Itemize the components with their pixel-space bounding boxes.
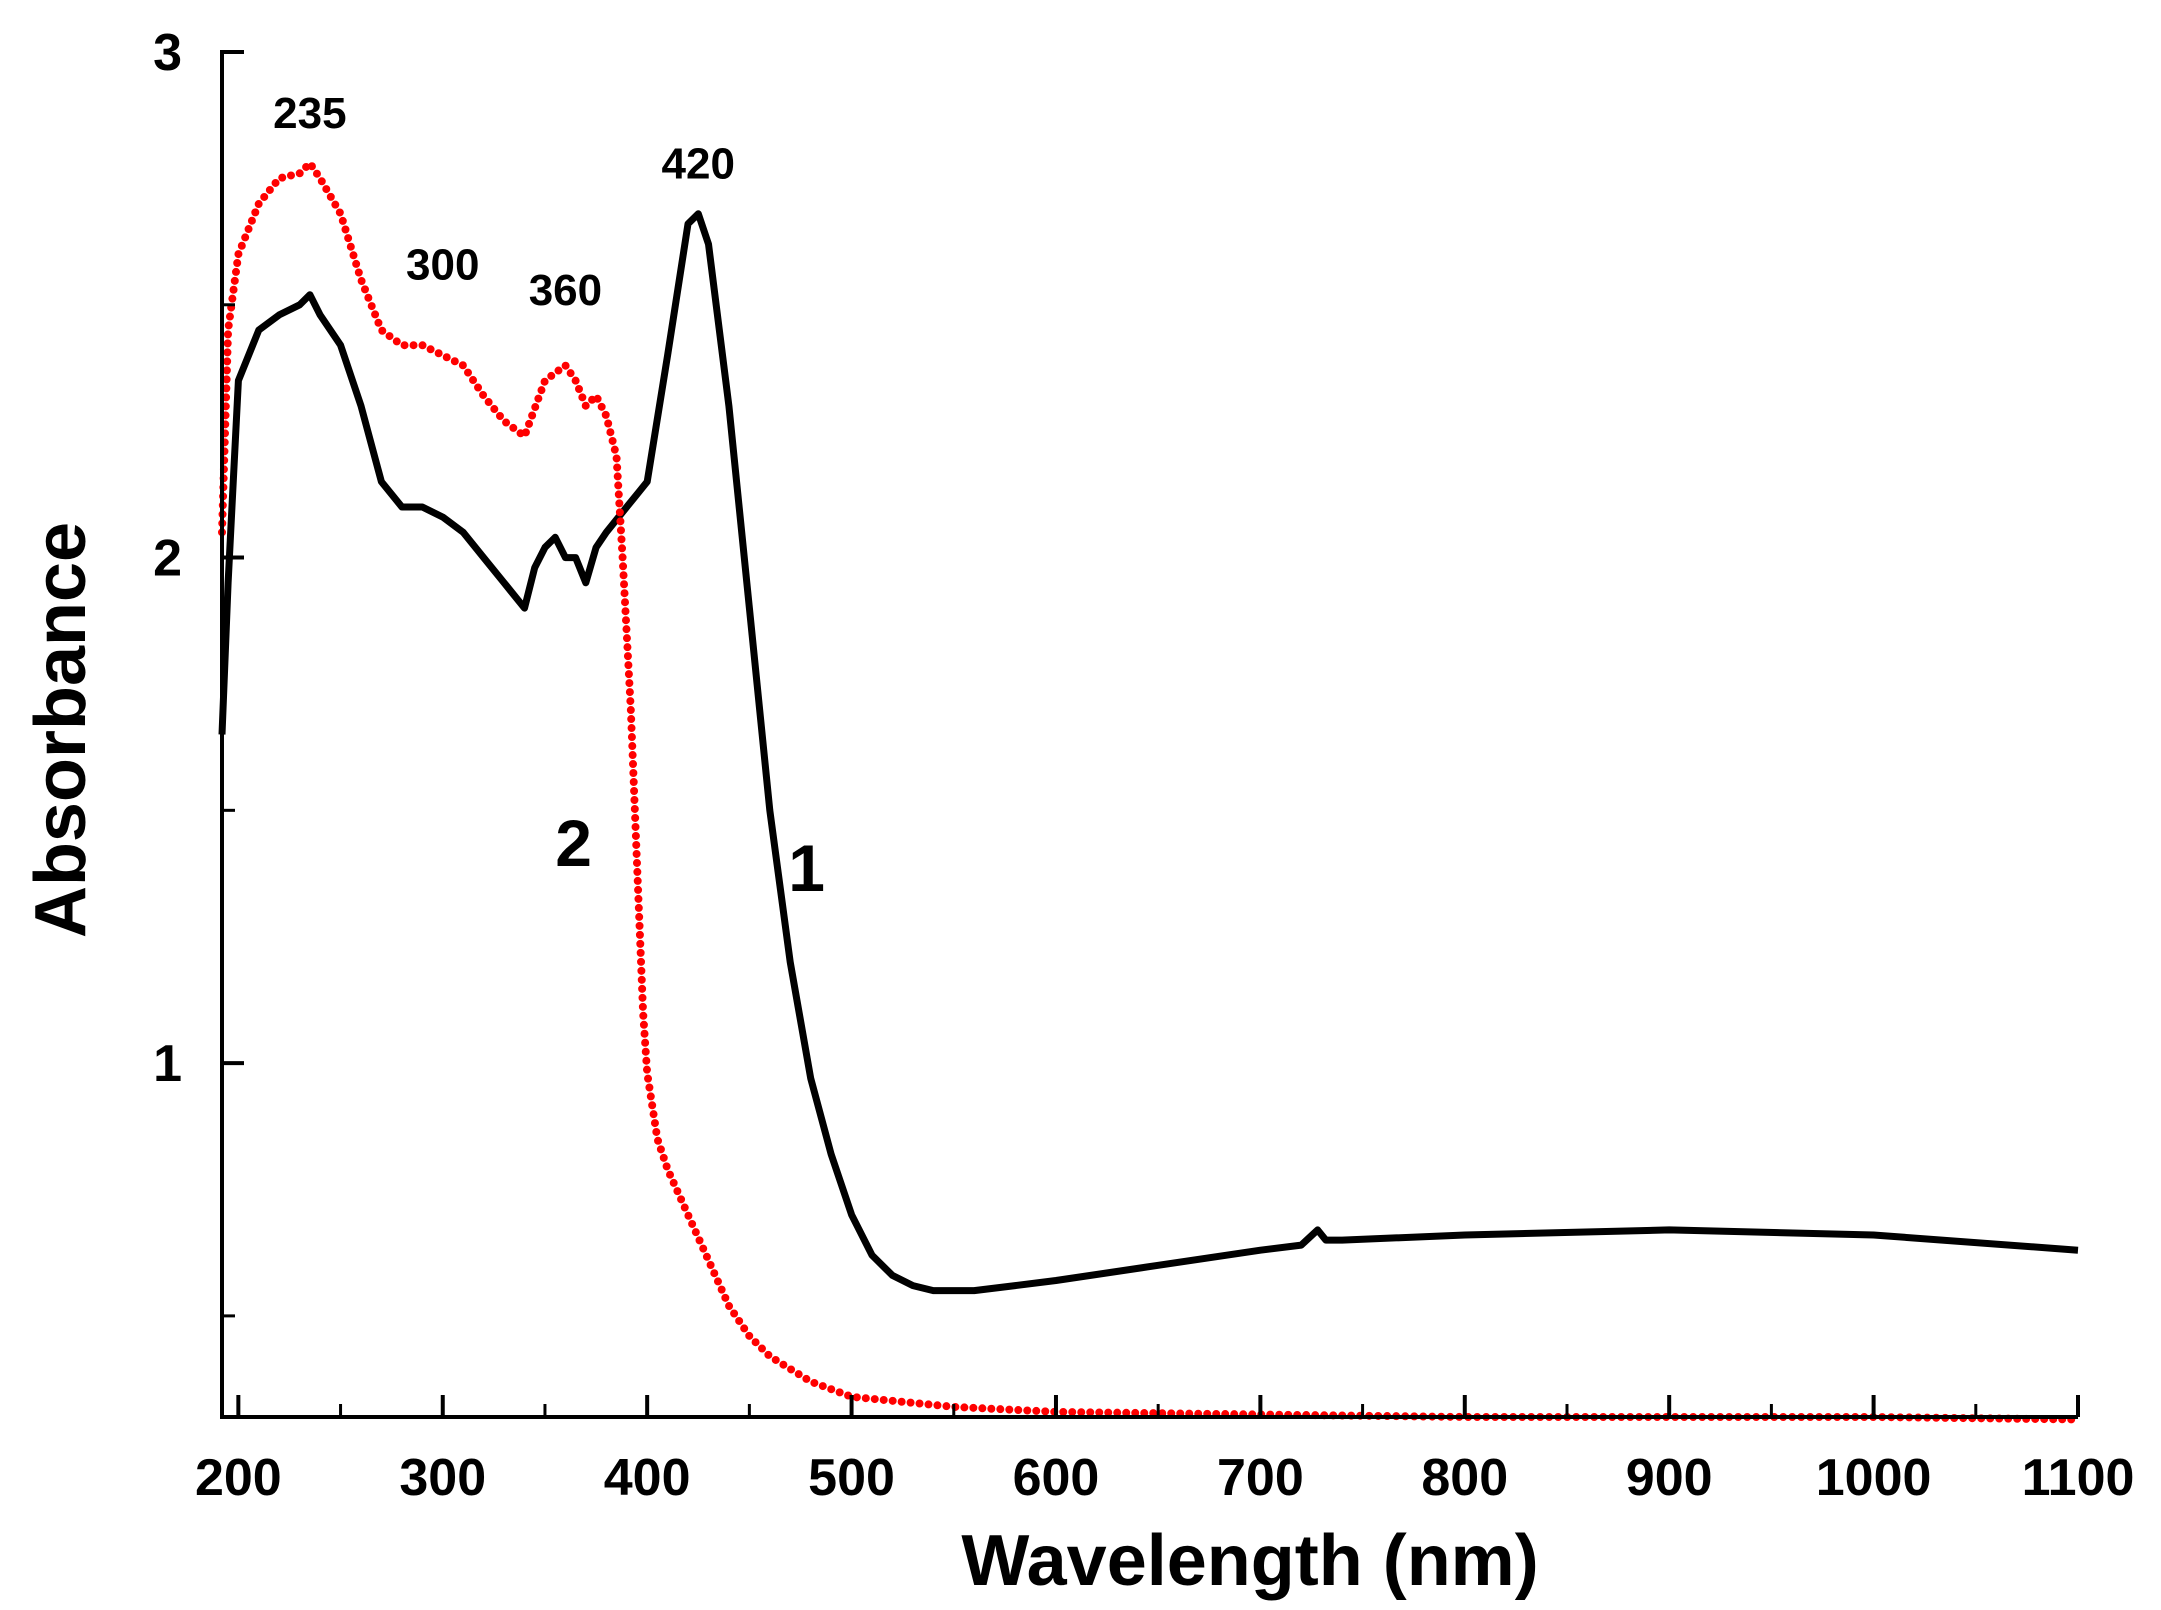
annotations-layer: 235 300 360 420 1 2 (273, 89, 825, 905)
x-tick-label-1100: 1100 (2022, 1449, 2135, 1507)
curve-label-1: 1 (788, 831, 825, 905)
y-tick-label-3: 3 (153, 24, 182, 82)
x-tick-label-900: 900 (1626, 1449, 1713, 1507)
peak-label-420: 420 (662, 139, 735, 188)
peak-label-235: 235 (273, 89, 346, 138)
x-tick-label-700: 700 (1217, 1449, 1304, 1507)
x-tick-label-500: 500 (808, 1449, 895, 1507)
y-tick-label-1: 1 (153, 1035, 182, 1093)
x-axis-title: Wavelength (nm) (961, 1521, 1538, 1601)
x-tick-label-600: 600 (1013, 1449, 1100, 1507)
series-line-2 (218, 159, 2082, 1424)
x-tick-label-800: 800 (1421, 1449, 1508, 1507)
x-tick-label-300: 300 (399, 1449, 486, 1507)
peak-label-360: 360 (529, 266, 602, 315)
series-line-1 (218, 210, 2079, 1295)
y-tick-label-2: 2 (153, 530, 182, 588)
x-tick-label-400: 400 (604, 1449, 691, 1507)
x-tick-label-1000: 1000 (1816, 1449, 1932, 1507)
peak-label-300: 300 (406, 241, 479, 290)
x-tick-label-200: 200 (195, 1449, 282, 1507)
axes-layer (220, 50, 2078, 1419)
y-axis-title: Absorbance (21, 522, 101, 938)
curve-label-2: 2 (555, 806, 592, 880)
series-layer (218, 159, 2082, 1424)
ticks-layer: 200 300 400 500 600 700 800 900 1000 1100 1 2 3 (153, 24, 2134, 1507)
